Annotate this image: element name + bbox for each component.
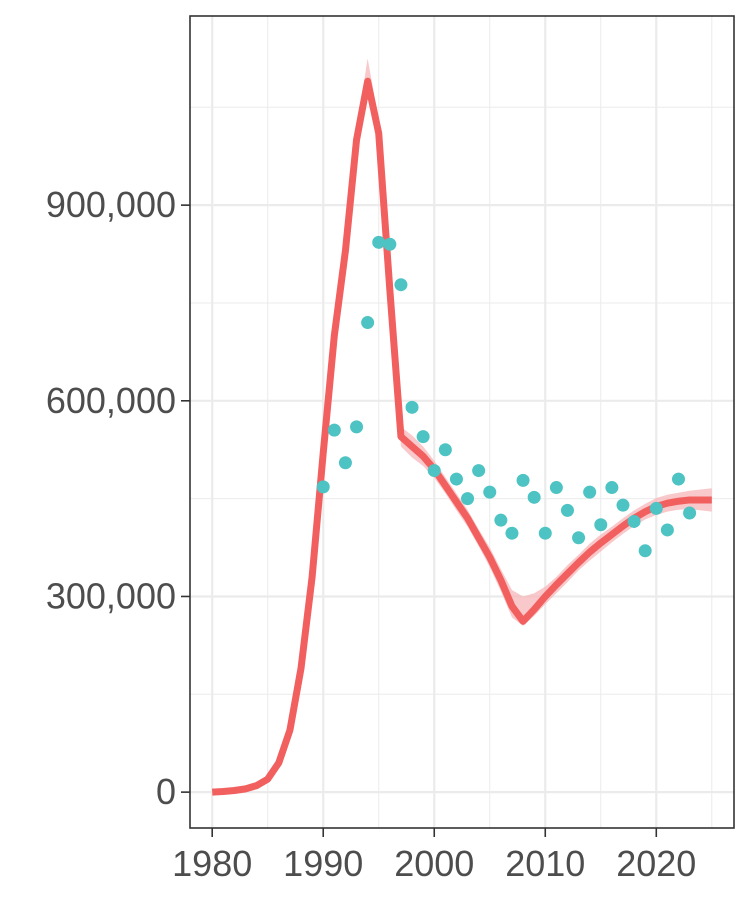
x-tick-label: 1990 bbox=[283, 843, 363, 884]
data-point bbox=[516, 473, 530, 487]
plot-background bbox=[190, 16, 734, 828]
data-point bbox=[405, 400, 419, 414]
data-point bbox=[527, 490, 541, 504]
data-point bbox=[350, 420, 364, 434]
data-point bbox=[461, 492, 475, 506]
data-point bbox=[627, 514, 641, 528]
data-point bbox=[583, 485, 597, 499]
plot-frame bbox=[189, 15, 735, 829]
x-tick-label: 2000 bbox=[394, 843, 474, 884]
x-tick-label: 2020 bbox=[616, 843, 696, 884]
y-tick-label: 900,000 bbox=[46, 184, 176, 225]
x-tick-label: 1980 bbox=[172, 843, 252, 884]
y-axis: 0 300,000 600,000 900,000 bbox=[46, 184, 190, 812]
data-point bbox=[394, 278, 408, 292]
data-point bbox=[449, 472, 463, 486]
data-point bbox=[660, 523, 674, 537]
y-tick-label: 0 bbox=[156, 771, 176, 812]
data-point bbox=[338, 456, 352, 470]
data-point bbox=[427, 464, 441, 478]
data-point bbox=[560, 503, 574, 517]
observed-points-layer bbox=[316, 235, 697, 558]
data-point bbox=[638, 544, 652, 558]
x-axis: 1980 1990 2000 2010 2020 bbox=[172, 828, 696, 884]
data-point bbox=[649, 501, 663, 515]
data-point bbox=[316, 480, 330, 494]
grid-major bbox=[190, 16, 734, 828]
data-point bbox=[438, 443, 452, 457]
data-point bbox=[505, 526, 519, 540]
data-point bbox=[361, 316, 375, 330]
data-point bbox=[671, 472, 685, 486]
data-point bbox=[683, 506, 697, 520]
data-point bbox=[605, 481, 619, 495]
x-tick-label: 2010 bbox=[505, 843, 585, 884]
data-point bbox=[594, 518, 608, 532]
data-point bbox=[416, 430, 430, 444]
data-point bbox=[483, 485, 497, 499]
data-point bbox=[494, 513, 508, 527]
data-point bbox=[372, 235, 386, 249]
y-tick-label: 300,000 bbox=[46, 575, 176, 616]
data-point bbox=[572, 531, 586, 545]
data-point bbox=[549, 481, 563, 495]
data-point bbox=[538, 526, 552, 540]
data-point bbox=[616, 498, 630, 512]
data-point bbox=[327, 423, 341, 437]
data-point bbox=[383, 237, 397, 251]
data-point bbox=[472, 464, 486, 478]
y-tick-label: 600,000 bbox=[46, 380, 176, 421]
